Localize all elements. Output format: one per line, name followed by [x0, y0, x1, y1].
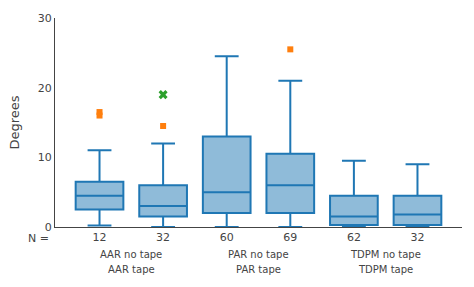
- svg-text:PAR tape: PAR tape: [236, 264, 281, 275]
- svg-text:60: 60: [220, 231, 234, 244]
- svg-text:AAR no tape: AAR no tape: [100, 249, 162, 260]
- svg-text:12: 12: [93, 231, 107, 244]
- svg-text:32: 32: [410, 231, 424, 244]
- svg-text:Degrees: Degrees: [7, 95, 22, 149]
- svg-text:30: 30: [38, 12, 52, 25]
- svg-text:TDPM no tape: TDPM no tape: [350, 249, 421, 260]
- svg-text:32: 32: [156, 231, 170, 244]
- svg-text:N =: N =: [28, 232, 49, 245]
- svg-text:69: 69: [283, 231, 297, 244]
- svg-text:10: 10: [38, 151, 52, 164]
- svg-text:62: 62: [347, 231, 361, 244]
- svg-text:0: 0: [45, 221, 52, 234]
- svg-text:AAR tape: AAR tape: [108, 264, 155, 275]
- svg-text:PAR no tape: PAR no tape: [228, 249, 289, 260]
- svg-text:TDPM tape: TDPM tape: [358, 264, 413, 275]
- svg-text:20: 20: [38, 82, 52, 95]
